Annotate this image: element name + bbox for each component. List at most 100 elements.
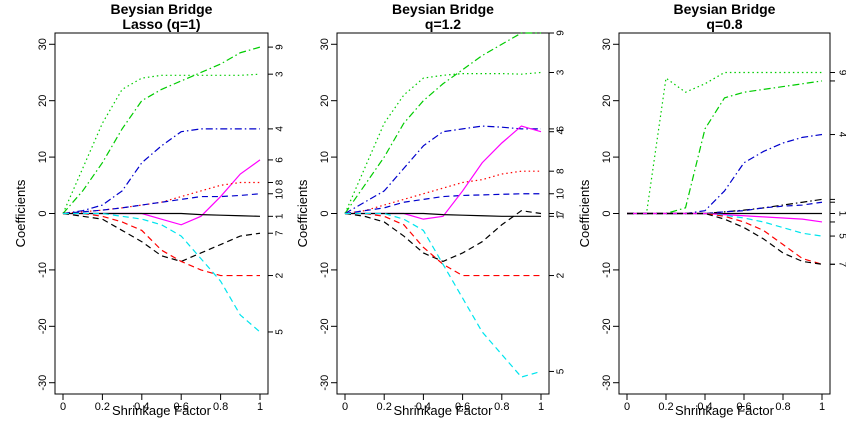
y-tick-label: 0 (319, 210, 331, 216)
x-tick-label: 0.8 (775, 401, 790, 413)
y-axis-label: Coefficients (577, 179, 592, 247)
series-end-label: 6 (556, 126, 567, 132)
series-end-label: 3 (556, 69, 567, 75)
series-end-label: 8 (275, 179, 286, 185)
y-tick-label: 10 (319, 151, 331, 163)
x-tick-label: 0.4 (134, 401, 149, 413)
series-end-label: 1 (556, 213, 567, 219)
series-end-label: 7 (836, 261, 846, 267)
y-tick-label: -10 (319, 262, 331, 278)
series-line-8 (62, 181, 260, 215)
y-tick-label: 0 (37, 210, 49, 216)
chart-title-line: q=0.8 (706, 16, 742, 32)
y-tick-label: 20 (37, 95, 49, 107)
series-end-label: 5 (275, 329, 286, 335)
y-tick-label: 10 (601, 151, 613, 163)
series-line (627, 198, 823, 215)
y-tick-label: -10 (37, 262, 49, 278)
series-line (627, 212, 823, 223)
x-tick-label: 1 (257, 401, 263, 413)
series-line-6 (344, 125, 541, 215)
series-line (627, 212, 823, 265)
series-end-label: 5 (556, 368, 567, 374)
x-tick-label: 1 (819, 401, 825, 413)
y-tick-label: 30 (319, 38, 331, 50)
series-end-label: 2 (556, 272, 567, 278)
series-end-label: 5 (836, 233, 846, 239)
series-line-3 (62, 73, 261, 214)
series-end-label: 8 (556, 168, 567, 174)
series-line-2 (345, 212, 541, 277)
x-tick-label: 1 (538, 401, 544, 413)
series-end-label: 7 (275, 230, 286, 236)
x-tick-label: 0.8 (494, 401, 509, 413)
x-tick-label: 0 (342, 401, 348, 413)
series-line-5 (627, 212, 823, 237)
y-axis-label: Coefficients (295, 179, 310, 247)
y-tick-label: -20 (319, 318, 331, 334)
series-line-8 (344, 170, 541, 215)
series-line-5 (345, 212, 542, 378)
series-end-label: 9 (275, 44, 286, 50)
series-end-label: 7 (556, 210, 567, 216)
x-tick-label: 0.4 (416, 401, 431, 413)
series-line-4 (62, 128, 260, 215)
series-line-4 (627, 133, 823, 215)
chart-title-line: q=1.2 (425, 16, 461, 32)
chart-title-line: Lasso (q=1) (122, 16, 200, 32)
x-tick-label: 0.6 (736, 401, 751, 413)
series-end-label: 4 (275, 126, 286, 132)
series-end-label: 1 (836, 211, 846, 217)
x-tick-label: 0.2 (95, 401, 110, 413)
series-line-1 (63, 212, 261, 217)
series-line-9 (344, 32, 541, 214)
y-tick-label: -30 (319, 375, 331, 391)
series-line-7 (344, 210, 542, 263)
y-tick-label: 10 (37, 151, 49, 163)
series-line-3 (344, 71, 542, 214)
series-line-7 (627, 212, 823, 265)
y-axis-label: Coefficients (13, 179, 28, 247)
y-tick-label: 20 (601, 95, 613, 107)
y-tick-label: -10 (601, 262, 613, 278)
series-line-2 (63, 212, 260, 277)
chart-title-line: Beysian Bridge (111, 1, 213, 17)
series-line-9 (627, 71, 822, 215)
x-tick-label: 0 (60, 401, 66, 413)
x-axis-label: Shrinkage Factor (112, 403, 212, 418)
series-end-label: 10 (275, 188, 286, 200)
y-tick-label: 20 (319, 95, 331, 107)
series-line-10 (62, 193, 261, 215)
x-tick-label: 0.6 (174, 401, 189, 413)
x-axis-label: Shrinkage Factor (675, 403, 775, 418)
series-end-label: 6 (275, 157, 286, 163)
series-end-label: 9 (556, 30, 567, 36)
series-line-10 (344, 193, 541, 215)
series-end-label: 4 (556, 128, 567, 134)
y-tick-label: -30 (601, 375, 613, 391)
y-tick-label: 0 (601, 210, 613, 216)
chart-title-line: Beysian Bridge (674, 1, 776, 17)
y-tick-label: 30 (37, 38, 49, 50)
x-tick-label: 0.2 (658, 401, 673, 413)
series-end-label: 1 (275, 213, 286, 219)
series-end-label: 3 (275, 71, 286, 77)
y-tick-label: -30 (37, 375, 49, 391)
series-line-5 (63, 212, 261, 333)
series-end-label: 2 (275, 272, 286, 278)
x-tick-label: 0.2 (377, 401, 392, 413)
x-tick-label: 0.6 (455, 401, 470, 413)
x-tick-label: 0.4 (697, 401, 712, 413)
chart-title-line: Beysian Bridge (392, 1, 494, 17)
x-tick-label: 0.8 (213, 401, 228, 413)
series-line-7 (62, 212, 261, 263)
series-end-label: 4 (836, 132, 846, 138)
series-end-label: 10 (556, 188, 567, 200)
x-axis-label: Shrinkage Factor (394, 403, 494, 418)
y-tick-label: -20 (601, 318, 613, 334)
series-line-9 (62, 46, 261, 214)
